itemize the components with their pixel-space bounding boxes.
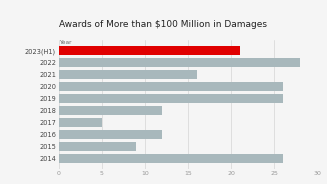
Bar — [59, 70, 197, 79]
Bar — [59, 106, 162, 115]
Bar — [59, 118, 102, 127]
Bar — [59, 130, 162, 139]
Bar — [59, 82, 283, 91]
Bar — [59, 58, 300, 67]
Text: Awards of More than $100 Million in Damages: Awards of More than $100 Million in Dama… — [59, 20, 267, 29]
Bar — [59, 46, 240, 55]
Bar — [59, 142, 136, 151]
Text: Year: Year — [59, 40, 71, 45]
Bar — [59, 94, 283, 103]
Bar — [59, 154, 283, 163]
